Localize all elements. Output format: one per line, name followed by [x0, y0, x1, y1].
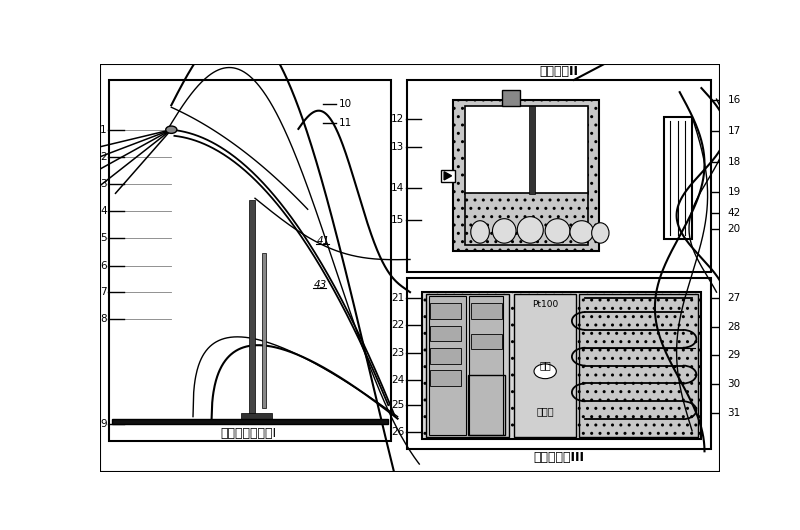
Bar — [470, 334, 502, 349]
Ellipse shape — [570, 220, 594, 243]
Text: 16: 16 — [727, 95, 741, 105]
Text: 27: 27 — [727, 293, 741, 303]
Text: 11: 11 — [338, 118, 352, 128]
Bar — [469, 296, 503, 435]
Circle shape — [166, 126, 177, 134]
Bar — [465, 107, 588, 194]
Text: 29: 29 — [727, 350, 741, 360]
Bar — [262, 253, 266, 409]
Bar — [468, 375, 505, 435]
Bar — [579, 294, 698, 437]
Text: 14: 14 — [391, 183, 405, 193]
Text: 1: 1 — [100, 125, 107, 135]
Text: 17: 17 — [727, 126, 741, 136]
Ellipse shape — [493, 219, 516, 243]
Text: 7: 7 — [100, 287, 107, 297]
Text: 太阳能集热装置I: 太阳能集热装置I — [221, 427, 277, 440]
Bar — [112, 419, 388, 423]
Bar — [430, 325, 462, 341]
Text: 8: 8 — [100, 314, 107, 324]
Text: 23: 23 — [391, 348, 405, 358]
Text: 26: 26 — [391, 427, 405, 437]
Text: 风扇: 风扇 — [539, 360, 551, 370]
Ellipse shape — [545, 219, 570, 243]
Bar — [407, 278, 710, 449]
Bar — [249, 200, 255, 417]
Text: 电热盘: 电热盘 — [536, 407, 554, 416]
Bar — [430, 348, 462, 364]
Text: 25: 25 — [391, 400, 405, 410]
Bar — [502, 90, 520, 107]
Text: 31: 31 — [727, 408, 741, 418]
Text: 19: 19 — [727, 187, 741, 197]
Bar — [407, 80, 710, 272]
Ellipse shape — [518, 217, 543, 243]
Text: 24: 24 — [391, 375, 405, 385]
Text: 4: 4 — [100, 206, 107, 216]
Text: 恒温工作室III: 恒温工作室III — [534, 452, 584, 464]
Text: 18: 18 — [727, 156, 741, 166]
Bar — [430, 303, 462, 319]
Bar — [529, 107, 535, 194]
Text: 10: 10 — [338, 100, 352, 109]
Bar — [470, 303, 502, 319]
Ellipse shape — [592, 223, 609, 243]
Text: 20: 20 — [727, 224, 741, 234]
Text: 15: 15 — [391, 215, 405, 225]
Bar — [241, 413, 272, 421]
Text: Pt100: Pt100 — [532, 300, 558, 309]
Text: 9: 9 — [100, 419, 107, 429]
Text: 30: 30 — [727, 379, 741, 389]
Bar — [110, 80, 391, 441]
Bar — [514, 294, 576, 437]
Text: 41: 41 — [317, 236, 330, 246]
Text: 28: 28 — [727, 322, 741, 332]
Bar — [426, 294, 509, 437]
Bar — [429, 296, 466, 435]
Text: 5: 5 — [100, 233, 107, 243]
Ellipse shape — [470, 220, 490, 243]
Text: 12: 12 — [391, 114, 405, 123]
Bar — [454, 100, 599, 251]
Text: 3: 3 — [100, 179, 107, 189]
Bar — [422, 292, 702, 439]
Polygon shape — [444, 172, 451, 180]
Bar — [430, 370, 462, 386]
Bar — [465, 193, 588, 245]
Text: 42: 42 — [727, 208, 741, 218]
Circle shape — [534, 364, 556, 378]
Text: 13: 13 — [391, 142, 405, 152]
Text: 43: 43 — [314, 280, 327, 290]
Text: 6: 6 — [100, 261, 107, 271]
Text: 储热装置II: 储热装置II — [539, 65, 578, 78]
Text: 21: 21 — [391, 293, 405, 303]
Text: 2: 2 — [100, 153, 107, 163]
Bar — [441, 170, 454, 182]
Text: 22: 22 — [391, 320, 405, 330]
Bar — [664, 117, 692, 239]
